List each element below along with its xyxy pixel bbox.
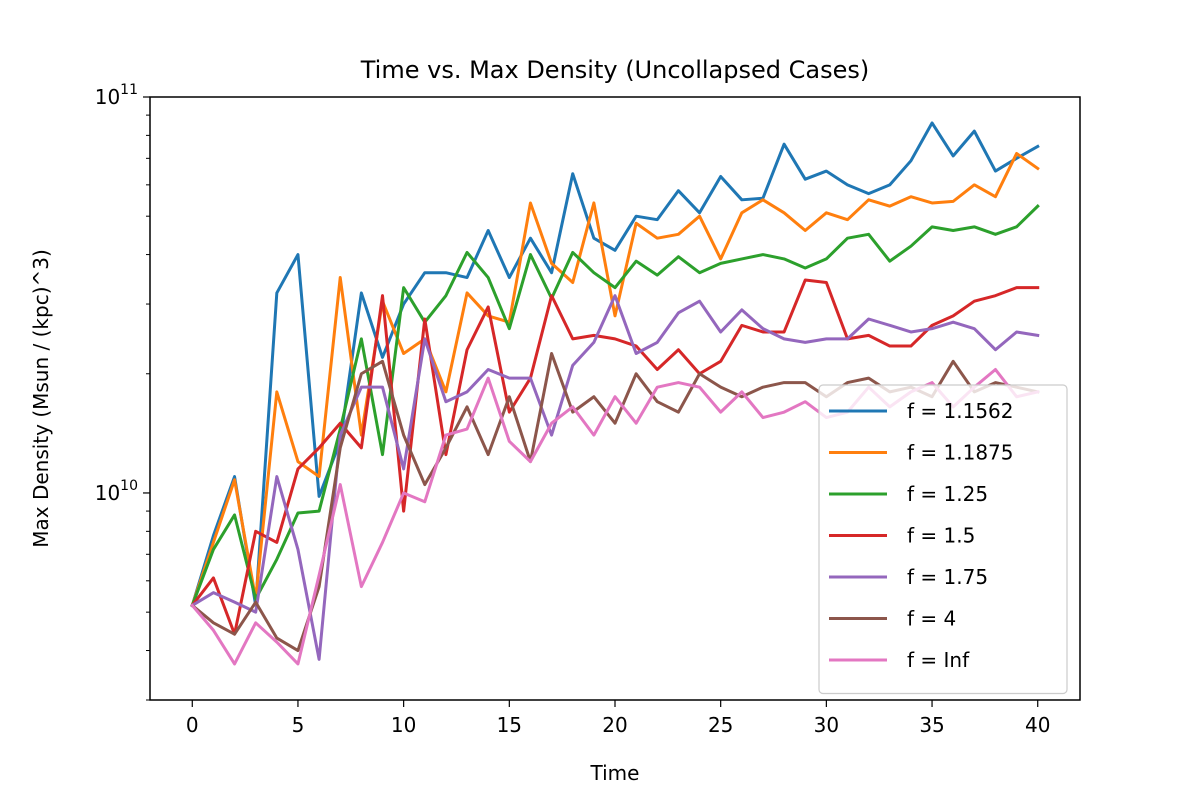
x-tick-label: 30 xyxy=(814,713,839,737)
chart-title: Time vs. Max Density (Uncollapsed Cases) xyxy=(360,56,869,84)
legend-label: f = 1.5 xyxy=(907,524,975,548)
series-line xyxy=(190,278,1040,636)
y-tick-label: 1010 xyxy=(95,478,138,505)
y-axis-title: Max Density (Msun / (kpc)^3) xyxy=(29,249,53,548)
legend: f = 1.1562 f = 1.1875 f = 1.25 f = 1.5 f = 1… xyxy=(818,384,1068,695)
x-tick-label: 40 xyxy=(1025,713,1050,737)
x-tick-label: 10 xyxy=(391,713,416,737)
legend-label: f = 1.1562 xyxy=(907,399,1014,423)
legend-label: f = 1.75 xyxy=(907,565,988,589)
x-tick-label: 35 xyxy=(919,713,944,737)
legend-label: f = 1.1875 xyxy=(907,441,1014,465)
legend-label: f = 4 xyxy=(907,607,956,631)
x-tick-label: 25 xyxy=(708,713,733,737)
y-axis: 1010 1011 xyxy=(95,82,150,701)
x-tick-label: 20 xyxy=(602,713,627,737)
x-axis-title: Time xyxy=(590,761,640,785)
series-line xyxy=(190,151,1040,608)
legend-label: f = Inf xyxy=(907,648,970,672)
x-tick-label: 0 xyxy=(186,713,199,737)
y-tick-label: 1011 xyxy=(95,82,138,109)
legend-label: f = 1.25 xyxy=(907,482,988,506)
legend-box xyxy=(818,384,1068,695)
x-axis: 0 5 10 15 20 25 30 35 40 xyxy=(186,700,1050,737)
series-line xyxy=(190,204,1040,608)
x-tick-label: 5 xyxy=(292,713,305,737)
x-tick-label: 15 xyxy=(497,713,522,737)
